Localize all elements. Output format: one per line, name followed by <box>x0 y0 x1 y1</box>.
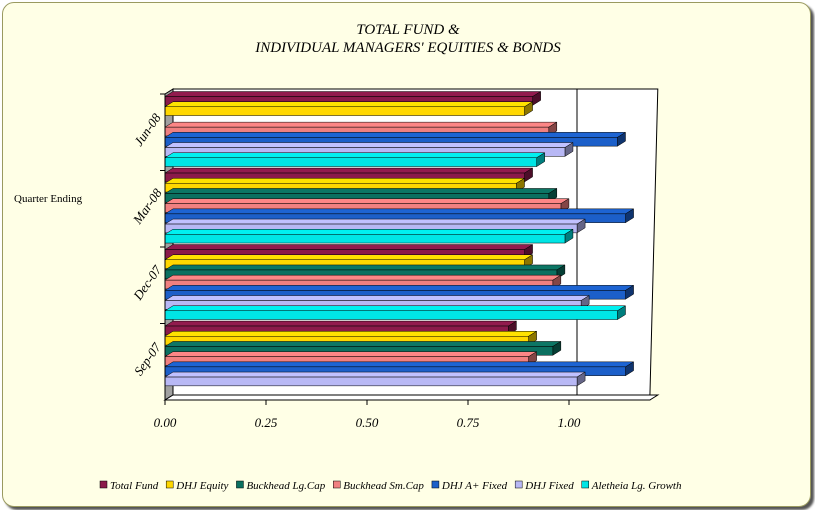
y-tick-label: Sep-07 <box>131 340 164 379</box>
x-tick-label: 0.00 <box>154 415 177 430</box>
bar-top <box>164 152 546 158</box>
legend-swatch <box>431 480 440 489</box>
bar-top <box>164 229 574 235</box>
bar-top <box>164 351 538 357</box>
legend-swatch <box>99 480 108 489</box>
legend-swatch <box>165 480 174 489</box>
bar <box>164 187 558 203</box>
legend-item: Total Fund <box>99 480 159 492</box>
bar-top <box>164 295 590 301</box>
bar-face <box>164 376 578 387</box>
bar-top <box>164 218 586 225</box>
legend-swatch <box>333 480 341 489</box>
bar-top <box>164 285 635 291</box>
x-tick-label: 0.75 <box>457 415 480 430</box>
bar-face <box>164 310 618 320</box>
bar-top <box>164 167 534 174</box>
legend: Total Fund DHJ Equity Buckhead Lg.Cap Buckh… <box>99 480 682 492</box>
legend-label: DHJ Fixed <box>524 480 574 492</box>
bar-top <box>164 121 558 128</box>
x-tick-label: 0.50 <box>356 415 379 430</box>
legend-item: DHJ Equity <box>165 480 229 492</box>
legend-label: Buckhead Sm.Cap <box>343 480 424 492</box>
legend-item: DHJ Fixed <box>514 480 574 492</box>
bar-top <box>164 361 635 368</box>
bar <box>164 320 518 336</box>
bar-face <box>164 106 525 116</box>
legend-swatch <box>236 480 244 489</box>
bar <box>164 305 627 321</box>
chart-title-line-1: TOTAL FUND & <box>356 22 460 38</box>
bar-top <box>164 188 558 194</box>
bar <box>164 228 574 244</box>
legend-label: DHJ Equity <box>175 480 228 492</box>
bar <box>164 101 534 117</box>
chart-title-line-2: INDIVIDUAL MANAGERS' EQUITIES & BONDS <box>254 40 561 56</box>
bar <box>164 295 590 310</box>
x-tick-label: 1.00 <box>558 415 581 430</box>
bar-top <box>164 91 542 97</box>
bar-top <box>164 331 538 337</box>
bar <box>164 218 586 234</box>
bar-top <box>164 320 518 327</box>
bar-top <box>164 371 586 378</box>
bar-top <box>164 244 534 250</box>
bar-top <box>164 341 562 347</box>
bar-top <box>164 208 635 215</box>
legend-label: Aletheia Lg. Growth <box>591 480 682 492</box>
bar-top <box>164 254 534 260</box>
x-tick-label: 0.25 <box>255 415 278 430</box>
legend-swatch <box>581 480 589 489</box>
legend-label: Buckhead Lg.Cap <box>246 480 325 492</box>
bar <box>164 361 635 377</box>
legend-item: DHJ A+ Fixed <box>431 480 508 492</box>
bar-top <box>164 274 562 281</box>
bar <box>164 371 586 387</box>
bar-top <box>164 178 526 184</box>
legend-label: DHJ A+ Fixed <box>441 480 508 492</box>
bar-face <box>164 234 566 244</box>
floor <box>163 394 660 401</box>
legend-swatch <box>514 480 523 489</box>
bar <box>164 152 546 168</box>
y-tick-label: Dec-07 <box>130 262 165 303</box>
legend-item: Buckhead Lg.Cap <box>236 480 326 492</box>
legend-item: Aletheia Lg. Growth <box>581 480 682 492</box>
bar-top <box>164 101 534 107</box>
bar-top <box>164 132 627 138</box>
bar-top <box>164 264 566 271</box>
bar <box>164 274 562 290</box>
plot-area: 0.00 0.25 0.50 0.75 1.00 Sep-07 Dec-07 Mar-08 Ju… <box>129 88 660 430</box>
bar-face <box>164 157 537 167</box>
bar <box>164 167 534 183</box>
bar-top <box>164 142 574 148</box>
y-axis-title: Quarter Ending <box>14 193 83 205</box>
bar-top <box>164 305 627 311</box>
legend-item: Buckhead Sm.Cap <box>333 480 424 492</box>
legend-label: Total Fund <box>110 480 159 492</box>
y-tick-label: Jun-08 <box>131 110 164 149</box>
bar-top <box>164 198 570 204</box>
y-tick-label: Mar-08 <box>129 185 165 227</box>
